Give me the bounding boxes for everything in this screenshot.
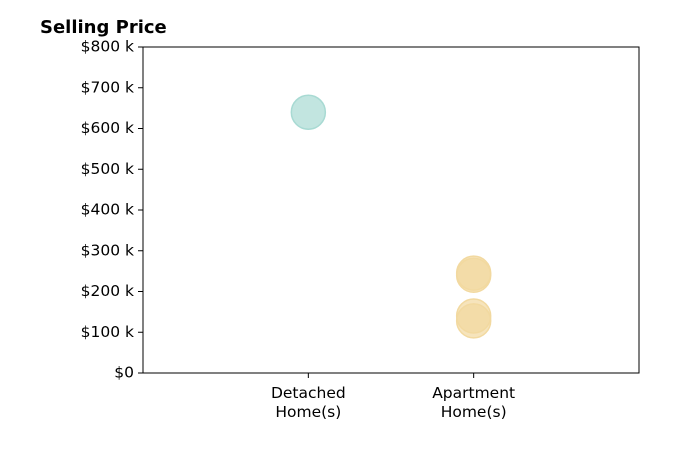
y-tick-label-2: $200 k [81,282,134,300]
data-point-0 [290,94,327,130]
x-tick-label-0-line-0: Detached [271,384,346,402]
y-tick-label-8: $800 k [81,38,134,56]
y-axis: $0 $100 k $200 k $300 k $400 k $500 k $600 k $7… [81,38,143,382]
data-point-2 [455,257,492,293]
x-tick-label-0-line-1: Home(s) [275,403,341,421]
x-tick-label-1-line-0: Apartment [432,384,515,402]
chart-title: Selling Price [40,17,167,38]
x-axis: Detached Home(s)Apartment Home(s) [271,373,515,421]
y-tick-label-0: $0 [114,364,134,382]
y-tick-label-5: $500 k [81,160,134,178]
points-layer [290,94,492,339]
y-tick-label-3: $300 k [81,241,134,259]
data-point-4 [455,303,492,339]
y-tick-label-4: $400 k [81,201,134,219]
y-tick-label-7: $700 k [81,78,134,96]
x-tick-label-1-line-1: Home(s) [441,403,507,421]
plot-area-frame [142,46,640,374]
x-tick-label-0: Detached Home(s) [271,384,346,421]
x-tick-label-1: Apartment Home(s) [432,384,515,421]
y-tick-label-6: $600 k [81,119,134,137]
y-tick-label-1: $100 k [81,323,134,341]
